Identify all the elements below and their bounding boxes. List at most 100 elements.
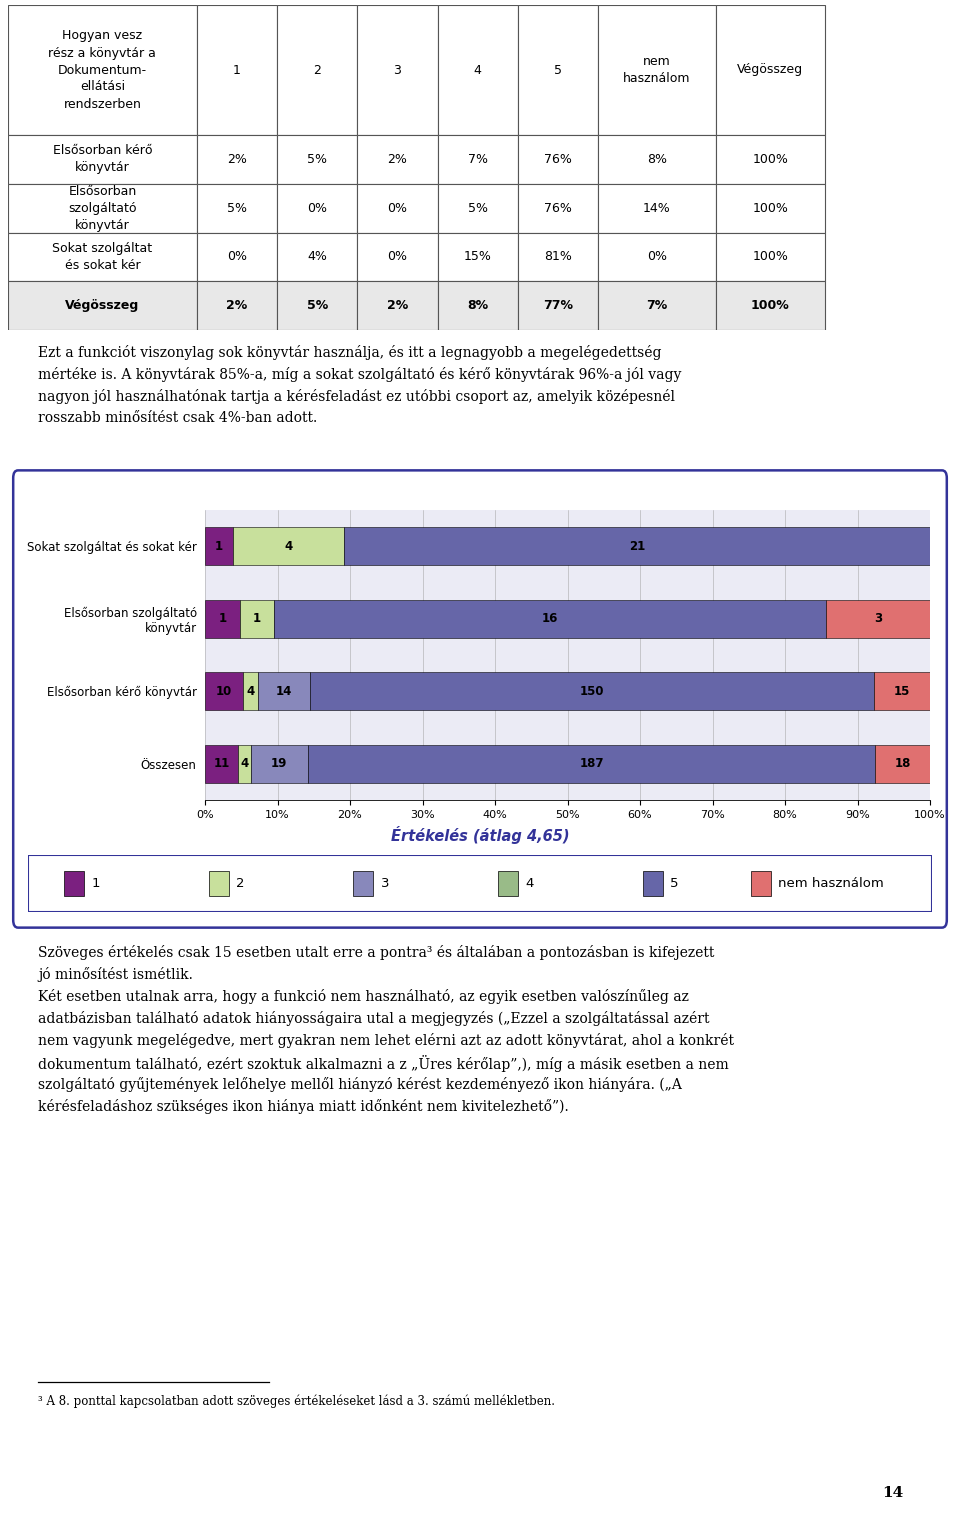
Text: 1: 1 bbox=[233, 64, 241, 76]
Text: kérésfeladáshoz szükséges ikon hiánya miatt időnként nem kivitelezhető”).: kérésfeladáshoz szükséges ikon hiánya mi… bbox=[38, 1099, 569, 1114]
Bar bbox=[598, 232, 716, 281]
Bar bbox=[197, 5, 277, 134]
Bar bbox=[357, 232, 438, 281]
Text: szolgáltató gyűjtemények lelőhelye mellől hiányzó kérést kezdeményező ikon hiány: szolgáltató gyűjtemények lelőhelye mellő… bbox=[38, 1077, 683, 1093]
Text: 19: 19 bbox=[271, 757, 287, 771]
Bar bbox=[8, 232, 197, 281]
Bar bbox=[438, 5, 517, 134]
Text: 16: 16 bbox=[542, 612, 559, 626]
Bar bbox=[357, 183, 438, 232]
Text: 77%: 77% bbox=[543, 299, 573, 313]
Bar bbox=[598, 5, 716, 134]
Bar bbox=[8, 134, 197, 183]
Text: 1: 1 bbox=[215, 540, 223, 552]
Bar bbox=[197, 232, 277, 281]
Text: 2%: 2% bbox=[227, 299, 248, 313]
Text: 100%: 100% bbox=[753, 250, 788, 264]
Text: 150: 150 bbox=[580, 685, 604, 697]
Bar bbox=[598, 183, 716, 232]
Text: 4: 4 bbox=[284, 540, 293, 552]
Text: 0%: 0% bbox=[647, 250, 667, 264]
Text: 3: 3 bbox=[380, 877, 389, 890]
Bar bbox=[274, 600, 827, 638]
Bar bbox=[209, 871, 228, 896]
Bar bbox=[8, 183, 197, 232]
Text: 11: 11 bbox=[213, 757, 229, 771]
Bar bbox=[438, 281, 517, 330]
Bar bbox=[517, 134, 598, 183]
Bar bbox=[197, 134, 277, 183]
Bar bbox=[357, 281, 438, 330]
Text: 8%: 8% bbox=[468, 299, 489, 313]
Bar bbox=[643, 871, 662, 896]
Text: 5%: 5% bbox=[227, 201, 247, 215]
Bar bbox=[752, 871, 771, 896]
Text: 14: 14 bbox=[276, 685, 292, 697]
Bar bbox=[598, 281, 716, 330]
Text: 10: 10 bbox=[216, 685, 232, 697]
Text: 5%: 5% bbox=[306, 299, 327, 313]
Bar bbox=[827, 600, 930, 638]
Text: Sokat szolgáltat
és sokat kér: Sokat szolgáltat és sokat kér bbox=[53, 243, 153, 272]
Text: 4: 4 bbox=[240, 757, 249, 771]
Text: nem használom: nem használom bbox=[779, 877, 884, 890]
Text: adatbázisban található adatok hiányosságaira utal a megjegyzés („Ezzel a szolgál: adatbázisban található adatok hiányosság… bbox=[38, 1012, 709, 1025]
Text: 5: 5 bbox=[554, 64, 562, 76]
Text: 18: 18 bbox=[895, 757, 911, 771]
Bar bbox=[251, 745, 308, 783]
Text: 8%: 8% bbox=[647, 153, 667, 166]
Bar bbox=[716, 5, 825, 134]
Text: 100%: 100% bbox=[753, 153, 788, 166]
Text: dokumentum található, ezért szoktuk alkalmazni a z „Üres kérőlap”,), míg a másik: dokumentum található, ezért szoktuk alka… bbox=[38, 1054, 730, 1071]
Text: 0%: 0% bbox=[307, 201, 327, 215]
Bar bbox=[716, 134, 825, 183]
Text: 0%: 0% bbox=[388, 250, 407, 264]
Bar bbox=[243, 673, 257, 710]
Text: nagyon jól használhatónak tartja a kérésfeladást ez utóbbi csoport az, amelyik k: nagyon jól használhatónak tartja a kérés… bbox=[38, 389, 676, 404]
Text: ³ A 8. ponttal kapcsolatban adott szöveges értékeléseket lásd a 3. számú mellékl: ³ A 8. ponttal kapcsolatban adott szöveg… bbox=[38, 1395, 556, 1408]
Text: 4: 4 bbox=[246, 685, 254, 697]
Bar bbox=[277, 232, 357, 281]
Text: Végösszeg: Végösszeg bbox=[65, 299, 139, 313]
Bar bbox=[8, 281, 197, 330]
Text: mértéke is. A könyvtárak 85%-a, míg a sokat szolgáltató és kérő könyvtárak 96%-a: mértéke is. A könyvtárak 85%-a, míg a so… bbox=[38, 366, 682, 382]
Text: 76%: 76% bbox=[544, 201, 572, 215]
Bar bbox=[238, 745, 251, 783]
Text: 4: 4 bbox=[473, 64, 482, 76]
Text: 1: 1 bbox=[91, 877, 100, 890]
Bar bbox=[205, 600, 240, 638]
Bar bbox=[438, 183, 517, 232]
Bar bbox=[277, 183, 357, 232]
Bar bbox=[197, 183, 277, 232]
Text: 1: 1 bbox=[252, 612, 261, 626]
Text: 1: 1 bbox=[218, 612, 227, 626]
Bar bbox=[438, 134, 517, 183]
Text: 5: 5 bbox=[670, 877, 679, 890]
Bar bbox=[357, 5, 438, 134]
Bar bbox=[345, 528, 930, 565]
Bar bbox=[357, 134, 438, 183]
Text: 0%: 0% bbox=[388, 201, 407, 215]
Bar bbox=[233, 528, 345, 565]
Bar bbox=[308, 745, 876, 783]
Bar bbox=[64, 871, 84, 896]
Text: 5%: 5% bbox=[307, 153, 327, 166]
Bar bbox=[716, 232, 825, 281]
Bar bbox=[716, 281, 825, 330]
Text: 0%: 0% bbox=[227, 250, 247, 264]
Text: 7%: 7% bbox=[468, 153, 488, 166]
Text: 3: 3 bbox=[875, 612, 882, 626]
Bar bbox=[240, 600, 274, 638]
Text: 187: 187 bbox=[580, 757, 604, 771]
Bar bbox=[716, 183, 825, 232]
Text: 2%: 2% bbox=[388, 153, 407, 166]
Text: Elsősorban
szolgáltató
könyvtár: Elsősorban szolgáltató könyvtár bbox=[68, 185, 136, 232]
Text: 14: 14 bbox=[882, 1486, 903, 1500]
Text: 76%: 76% bbox=[544, 153, 572, 166]
Text: 100%: 100% bbox=[751, 299, 790, 313]
Text: jó minősítést ismétlik.: jó minősítést ismétlik. bbox=[38, 967, 193, 983]
Bar bbox=[197, 281, 277, 330]
Bar bbox=[498, 871, 518, 896]
Text: 2%: 2% bbox=[227, 153, 247, 166]
Bar bbox=[257, 673, 310, 710]
